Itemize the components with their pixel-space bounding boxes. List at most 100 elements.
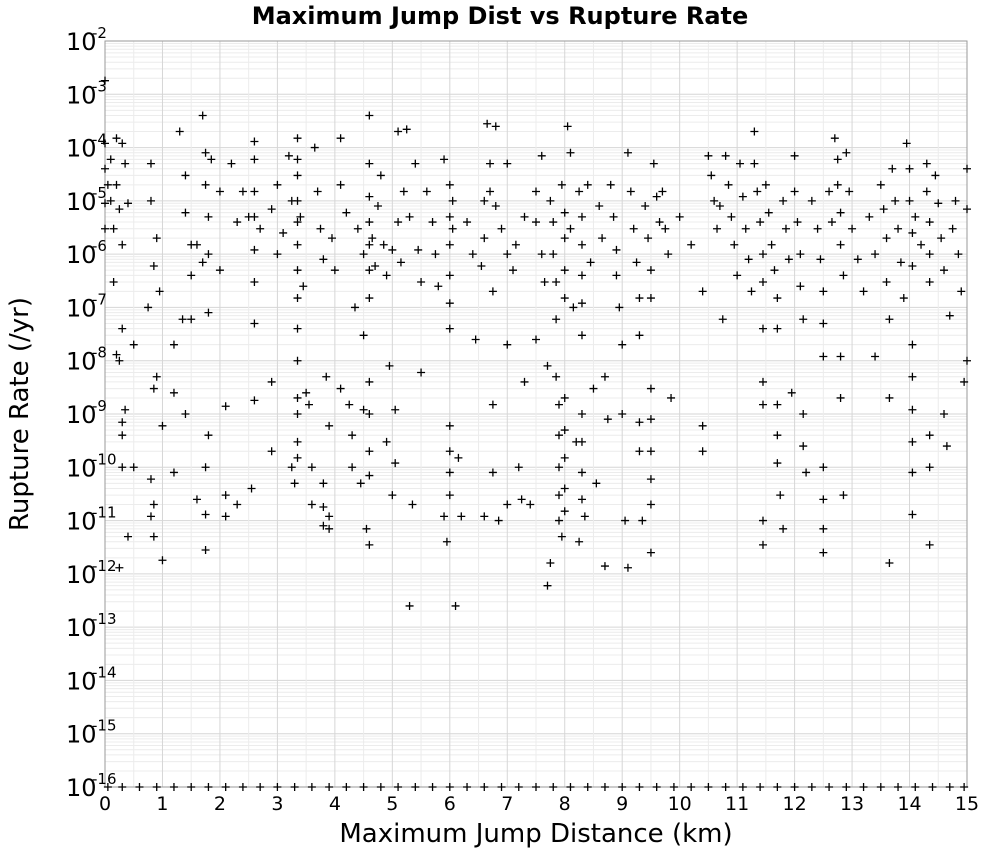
data-point [382,437,391,446]
data-point [365,447,374,456]
data-point [313,187,322,196]
data-point [129,463,138,472]
data-point [908,468,917,477]
data-point [149,261,158,270]
y-tick-label: 10-7 [66,290,107,322]
data-point [445,421,454,430]
y-tick-exponent: -4 [92,131,107,149]
data-point [626,187,635,196]
y-tick-exponent: -6 [92,237,107,255]
data-point [267,205,276,214]
data-point [468,250,477,259]
data-point [560,266,569,275]
data-point [885,393,894,402]
data-point [256,224,265,233]
data-point [577,299,586,308]
data-point [598,234,607,243]
data-point [342,783,351,791]
data-point [796,250,805,259]
x-tick-label: 7 [501,793,513,815]
data-point [144,303,153,312]
data-point [348,431,357,440]
data-point [445,447,454,456]
data-point [963,164,971,173]
data-point [181,410,190,418]
data-point [799,315,808,324]
data-point [201,180,210,189]
data-point [896,258,905,267]
data-point [201,510,210,519]
data-point [675,212,684,221]
data-point [595,202,604,211]
data-point [652,192,661,201]
data-point [902,139,911,148]
data-point [123,532,132,541]
data-point [121,159,130,168]
data-point [152,372,161,381]
data-point [566,783,575,791]
y-tick-exponent: -12 [92,557,117,575]
data-point [408,500,417,509]
data-point [707,171,716,180]
data-point [327,234,336,243]
data-point [488,468,497,477]
data-point [192,495,201,504]
data-point [830,134,839,143]
y-tick-base: 10 [66,348,97,376]
data-point [537,250,546,259]
data-point [948,224,957,233]
data-point [876,783,885,791]
data-point [146,196,155,205]
data-point [368,234,377,243]
data-point [825,187,834,196]
data-point [615,303,624,312]
data-point [557,180,566,189]
data-point [336,384,345,393]
y-tick-base: 10 [66,721,97,749]
data-point [428,783,437,791]
x-tick-label: 10 [668,793,692,815]
chart-title: Maximum Jump Dist vs Rupture Rate [252,2,749,30]
data-point [532,783,540,791]
data-point [250,137,259,146]
data-point [925,278,934,287]
data-point [488,400,497,409]
data-point [836,208,845,217]
data-point [761,180,770,189]
data-point [790,151,799,160]
data-point [293,437,302,446]
data-point [560,507,569,516]
data-point [767,240,776,249]
data-point [575,537,584,546]
x-tick-label: 3 [271,793,283,815]
data-point [319,502,328,511]
data-point [463,783,472,791]
data-point [178,315,187,324]
data-point [646,415,655,424]
data-point [635,331,644,340]
data-point [121,405,130,414]
data-point [583,783,592,791]
grid [104,40,968,788]
data-point [560,484,569,493]
data-point [290,783,299,791]
data-point [319,255,328,264]
data-point [365,192,374,201]
data-point [592,479,601,488]
data-point [600,562,609,571]
data-point [103,180,112,189]
data-point [646,294,655,303]
data-point [954,250,963,259]
data-point [859,783,868,791]
data-point [549,783,558,791]
data-point [577,212,586,221]
data-point [741,224,750,233]
data-point [445,180,454,189]
data-point [715,202,724,211]
data-point [319,479,328,488]
data-point [359,405,368,414]
y-tick-label: 10-6 [66,237,107,269]
y-tick-base: 10 [66,28,97,56]
data-point [385,361,394,370]
